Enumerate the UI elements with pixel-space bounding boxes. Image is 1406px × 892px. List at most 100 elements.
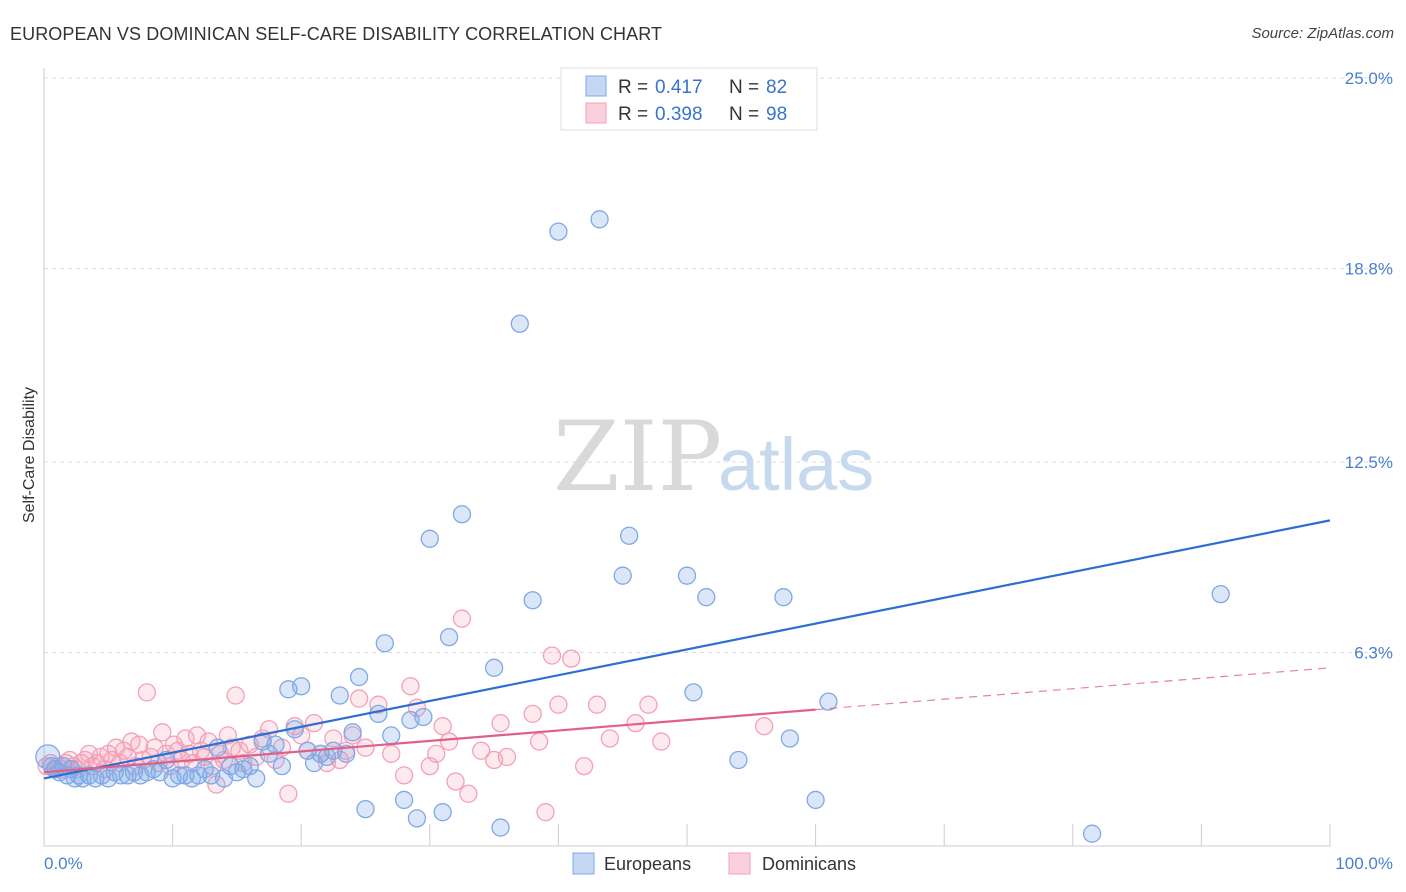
- bottom-legend-swatch-europeans: [572, 852, 595, 875]
- dominican-point-82: [459, 784, 478, 803]
- dominican-point-73: [394, 766, 414, 785]
- bottom-legend-label-dominicans: Dominicans: [762, 854, 856, 874]
- dominican-point-30: [153, 723, 172, 742]
- european-point-76: [729, 750, 748, 770]
- european-point-49: [330, 686, 349, 705]
- dominican-point-92: [562, 649, 581, 668]
- dominican-point-83: [472, 741, 491, 760]
- european-point-77: [774, 588, 793, 607]
- trend-line-extension-dominicans: [815, 667, 1331, 711]
- european-point-60: [414, 707, 433, 727]
- european-point-74: [684, 683, 703, 702]
- european-point-72: [619, 526, 639, 545]
- dominican-point-69: [349, 689, 369, 708]
- european-point-82: [1211, 584, 1230, 604]
- dominican-point-77: [427, 744, 446, 763]
- european-point-73: [677, 566, 697, 585]
- dominican-point-80: [446, 772, 465, 791]
- european-point-36: [247, 769, 266, 788]
- dominican-point-72: [382, 744, 401, 763]
- european-point-67: [510, 314, 529, 333]
- europeans-points: [35, 210, 1230, 843]
- legend-r-dominicans: 0.398: [655, 104, 703, 125]
- european-point-75: [697, 588, 716, 607]
- source-note: Source: ZipAtlas.com: [1251, 25, 1394, 42]
- dominican-point-58: [279, 784, 298, 803]
- european-point-63: [439, 627, 459, 647]
- top-legend: R = 0.417 N = 82 R = 0.398 N = 98: [560, 67, 818, 131]
- dominican-point-89: [536, 803, 555, 822]
- legend-r-label-dominicans: R =: [618, 104, 648, 125]
- dominican-point-74: [401, 677, 420, 696]
- bottom-legend-label-europeans: Europeans: [604, 854, 691, 874]
- dominicans-points: [37, 609, 774, 822]
- european-point-55: [375, 634, 394, 653]
- dominican-point-81: [452, 609, 472, 628]
- watermark-zip: ZIP: [553, 401, 722, 513]
- y-tick-label-1: 12.5%: [1345, 453, 1393, 472]
- watermark-atlas: atlas: [718, 423, 874, 506]
- dominican-point-97: [639, 695, 658, 714]
- legend-n-label-dominicans: N =: [729, 104, 759, 125]
- european-point-56: [382, 726, 401, 745]
- grid-lines: [44, 77, 1392, 653]
- trend-line-dominicans: [43, 708, 816, 774]
- dominican-point-86: [497, 747, 517, 767]
- european-point-69: [549, 222, 568, 241]
- dominican-point-93: [574, 756, 594, 776]
- legend-r-label-europeans: R =: [618, 77, 648, 98]
- dominican-point-88: [529, 732, 549, 751]
- x-tick-max: 100.0%: [1335, 854, 1393, 873]
- european-point-81: [1082, 824, 1102, 843]
- trend-lines: [43, 519, 1331, 780]
- x-tick-min: 0.0%: [44, 854, 83, 873]
- dominican-point-87: [523, 704, 542, 724]
- y-tick-label-0: 6.3%: [1354, 643, 1393, 662]
- european-point-50: [337, 744, 356, 763]
- dominican-point-85: [491, 713, 510, 733]
- dominican-point-94: [587, 695, 607, 714]
- european-point-59: [407, 809, 427, 828]
- european-point-71: [613, 566, 632, 585]
- european-point-54: [369, 704, 388, 724]
- y-tick-label-2: 18.8%: [1345, 259, 1393, 278]
- axes: [43, 68, 1331, 847]
- european-point-62: [433, 803, 452, 822]
- european-point-79: [806, 790, 825, 810]
- legend-n-label-europeans: N =: [729, 77, 759, 98]
- european-point-68: [523, 591, 542, 610]
- european-point-0: [35, 744, 61, 770]
- dominican-point-90: [542, 646, 562, 665]
- european-point-64: [452, 505, 472, 524]
- legend-swatch-dominicans: [585, 102, 607, 124]
- trend-line-europeans: [43, 519, 1331, 780]
- y-axis-label: Self-Care Disability: [21, 387, 38, 523]
- european-point-43: [292, 677, 311, 696]
- european-point-61: [420, 529, 439, 548]
- legend-n-europeans: 82: [766, 77, 787, 98]
- european-point-65: [484, 658, 504, 677]
- legend-r-europeans: 0.417: [655, 77, 703, 98]
- legend-n-dominicans: 98: [766, 104, 787, 125]
- bottom-legend-swatch-dominicans: [728, 852, 751, 875]
- dominican-point-71: [369, 695, 388, 714]
- dominican-point-95: [600, 729, 619, 748]
- dominican-point-99: [755, 717, 774, 736]
- european-point-51: [343, 723, 362, 742]
- european-point-53: [356, 799, 375, 819]
- european-point-52: [349, 667, 369, 687]
- european-point-40: [272, 756, 292, 776]
- y-tick-label-3: 25.0%: [1345, 69, 1393, 88]
- bottom-legend: Europeans Dominicans: [572, 852, 856, 875]
- dominican-point-98: [652, 732, 671, 751]
- european-point-66: [491, 818, 510, 837]
- chart-title: EUROPEAN VS DOMINICAN SELF-CARE DISABILI…: [10, 24, 663, 44]
- dominican-point-79: [439, 732, 459, 751]
- european-point-70: [590, 210, 609, 229]
- european-point-57: [394, 790, 414, 810]
- dominican-point-49: [226, 686, 245, 705]
- european-point-39: [266, 735, 285, 754]
- legend-swatch-europeans: [585, 75, 607, 97]
- european-point-78: [780, 729, 800, 748]
